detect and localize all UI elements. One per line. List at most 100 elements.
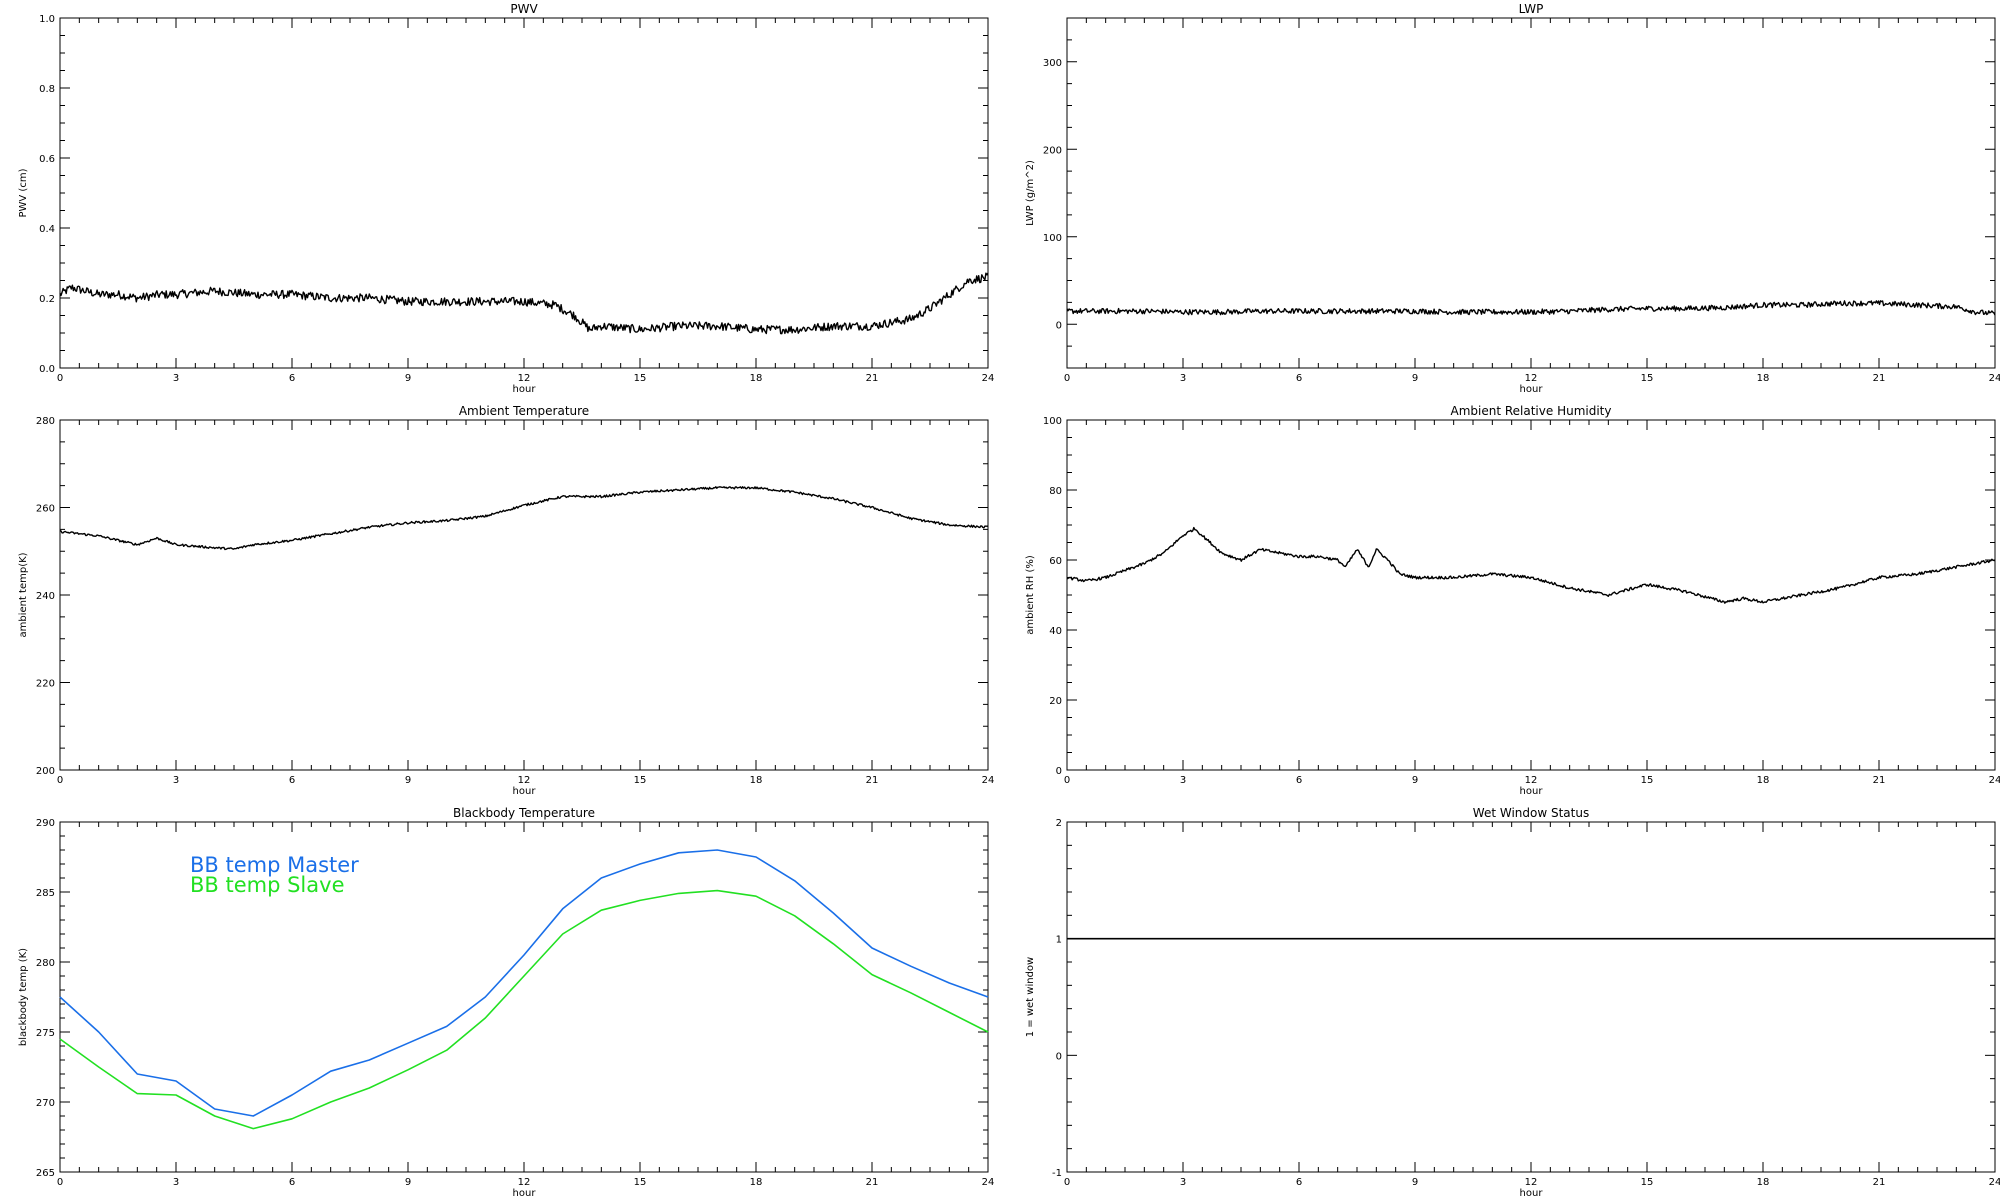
x-tick-label: 6 — [1296, 775, 1302, 786]
x-tick-label: 0 — [1064, 373, 1070, 384]
x-tick-label: 3 — [1180, 1177, 1186, 1188]
x-axis-label: hour — [1520, 786, 1544, 797]
y-tick-label: 0.6 — [39, 154, 55, 165]
x-tick-label: 0 — [1064, 1177, 1070, 1188]
x-tick-label: 18 — [1757, 775, 1770, 786]
pwv-panel: PWV 0 3 6 9 12 15 18 21 24 0.0 0.2 0.4 0.6 0.8 1.0 hour P… — [18, 2, 994, 395]
y-tick-label: 270 — [36, 1098, 55, 1109]
y-tick-label: 100 — [1043, 233, 1062, 244]
x-tick-label: 24 — [982, 1177, 995, 1188]
y-tick-label: 220 — [36, 679, 55, 690]
y-tick-label: 0.2 — [39, 294, 55, 305]
x-tick-label: 21 — [866, 775, 879, 786]
y-tick-label: -1 — [1052, 1168, 1062, 1179]
y-tick-label: 0.0 — [39, 364, 55, 375]
y-tick-label: 275 — [36, 1028, 55, 1039]
y-tick-label: 300 — [1043, 58, 1062, 69]
x-tick-label: 9 — [405, 1177, 411, 1188]
x-axis-label: hour — [513, 1188, 537, 1199]
x-tick-label: 3 — [1180, 775, 1186, 786]
x-tick-label: 18 — [750, 373, 763, 384]
y-tick-label: 80 — [1049, 486, 1062, 497]
y-tick-label: 0 — [1056, 320, 1062, 331]
blackbody-temperature-panel: Blackbody Temperature 0 3 6 9 12 15 18 21 24 265 27… — [18, 806, 994, 1199]
y-tick-label: 290 — [36, 818, 55, 829]
wet-window-status-title: Wet Window Status — [1473, 806, 1589, 820]
x-tick-label: 15 — [1641, 1177, 1654, 1188]
bb-temp-master-series-line — [59, 849, 989, 1117]
y-tick-label: 0.4 — [39, 224, 55, 235]
y-axis-label: ambient RH (%) — [1025, 555, 1036, 635]
y-tick-label: 1.0 — [39, 14, 55, 25]
x-axis-label: hour — [513, 384, 537, 395]
x-tick-label: 12 — [518, 1177, 531, 1188]
pwv-title: PWV — [510, 2, 538, 16]
x-tick-label: 9 — [1412, 1177, 1418, 1188]
x-tick-label: 24 — [1989, 775, 2000, 786]
y-tick-label: 0 — [1056, 1051, 1062, 1062]
x-axis-label: hour — [1520, 1188, 1544, 1199]
x-tick-label: 21 — [1873, 775, 1886, 786]
x-tick-label: 0 — [57, 373, 63, 384]
x-tick-label: 15 — [634, 775, 647, 786]
y-tick-label: 0 — [1056, 766, 1062, 777]
y-tick-label: 280 — [36, 416, 55, 427]
x-tick-label: 3 — [1180, 373, 1186, 384]
legend-entry-bb-temp-master: BB temp Master — [190, 853, 359, 877]
x-tick-label: 21 — [1873, 373, 1886, 384]
x-tick-label: 15 — [634, 373, 647, 384]
y-axis-label: 1 = wet window — [1025, 957, 1036, 1037]
x-tick-label: 6 — [289, 1177, 295, 1188]
x-tick-label: 18 — [1757, 1177, 1770, 1188]
y-tick-label: 2 — [1056, 818, 1062, 829]
x-tick-label: 9 — [1412, 775, 1418, 786]
ambient-temperature-series-line — [59, 486, 988, 551]
blackbody-temperature-title: Blackbody Temperature — [453, 806, 595, 820]
x-tick-label: 18 — [750, 1177, 763, 1188]
x-tick-label: 6 — [289, 373, 295, 384]
ambient-temperature-frame — [59, 419, 989, 771]
y-axis-label: LWP (g/m^2) — [1025, 160, 1036, 226]
x-tick-label: 24 — [982, 373, 995, 384]
x-tick-label: 21 — [866, 1177, 879, 1188]
bb-temp-slave-series-line — [59, 889, 989, 1130]
x-tick-label: 12 — [518, 775, 531, 786]
x-tick-label: 12 — [518, 373, 531, 384]
y-tick-label: 1 — [1056, 935, 1062, 946]
x-tick-label: 15 — [1641, 775, 1654, 786]
y-tick-label: 20 — [1049, 696, 1062, 707]
y-axis-label: PWV (cm) — [18, 168, 29, 217]
y-tick-label: 285 — [36, 888, 55, 899]
wet-window-status-frame — [1066, 821, 1996, 1173]
y-tick-label: 200 — [36, 766, 55, 777]
y-tick-label: 265 — [36, 1168, 55, 1179]
y-tick-label: 60 — [1049, 556, 1062, 567]
x-tick-label: 6 — [289, 775, 295, 786]
x-axis-label: hour — [513, 786, 537, 797]
x-tick-label: 0 — [1064, 775, 1070, 786]
x-tick-label: 21 — [866, 373, 879, 384]
x-tick-label: 3 — [173, 775, 179, 786]
ambient-temperature-panel: Ambient Temperature 0 3 6 9 12 15 18 21 24 200 220 2… — [18, 404, 994, 797]
x-tick-label: 24 — [982, 775, 995, 786]
x-tick-label: 21 — [1873, 1177, 1886, 1188]
y-tick-label: 280 — [36, 958, 55, 969]
y-tick-label: 100 — [1043, 416, 1062, 427]
lwp-series-line — [1066, 300, 1996, 316]
x-tick-label: 18 — [750, 775, 763, 786]
x-axis-label: hour — [1520, 384, 1544, 395]
y-axis-label: ambient temp(K) — [18, 552, 29, 637]
y-tick-label: 0.8 — [39, 84, 55, 95]
x-tick-label: 15 — [1641, 373, 1654, 384]
ambient-temperature-title: Ambient Temperature — [459, 404, 589, 418]
x-tick-label: 12 — [1525, 1177, 1538, 1188]
pwv-frame — [59, 17, 989, 369]
y-tick-label: 40 — [1049, 626, 1062, 637]
x-tick-label: 3 — [173, 373, 179, 384]
x-tick-label: 24 — [1989, 1177, 2000, 1188]
x-tick-label: 15 — [634, 1177, 647, 1188]
y-axis-label: blackbody temp (K) — [18, 948, 29, 1046]
x-tick-label: 18 — [1757, 373, 1770, 384]
x-tick-label: 9 — [405, 373, 411, 384]
